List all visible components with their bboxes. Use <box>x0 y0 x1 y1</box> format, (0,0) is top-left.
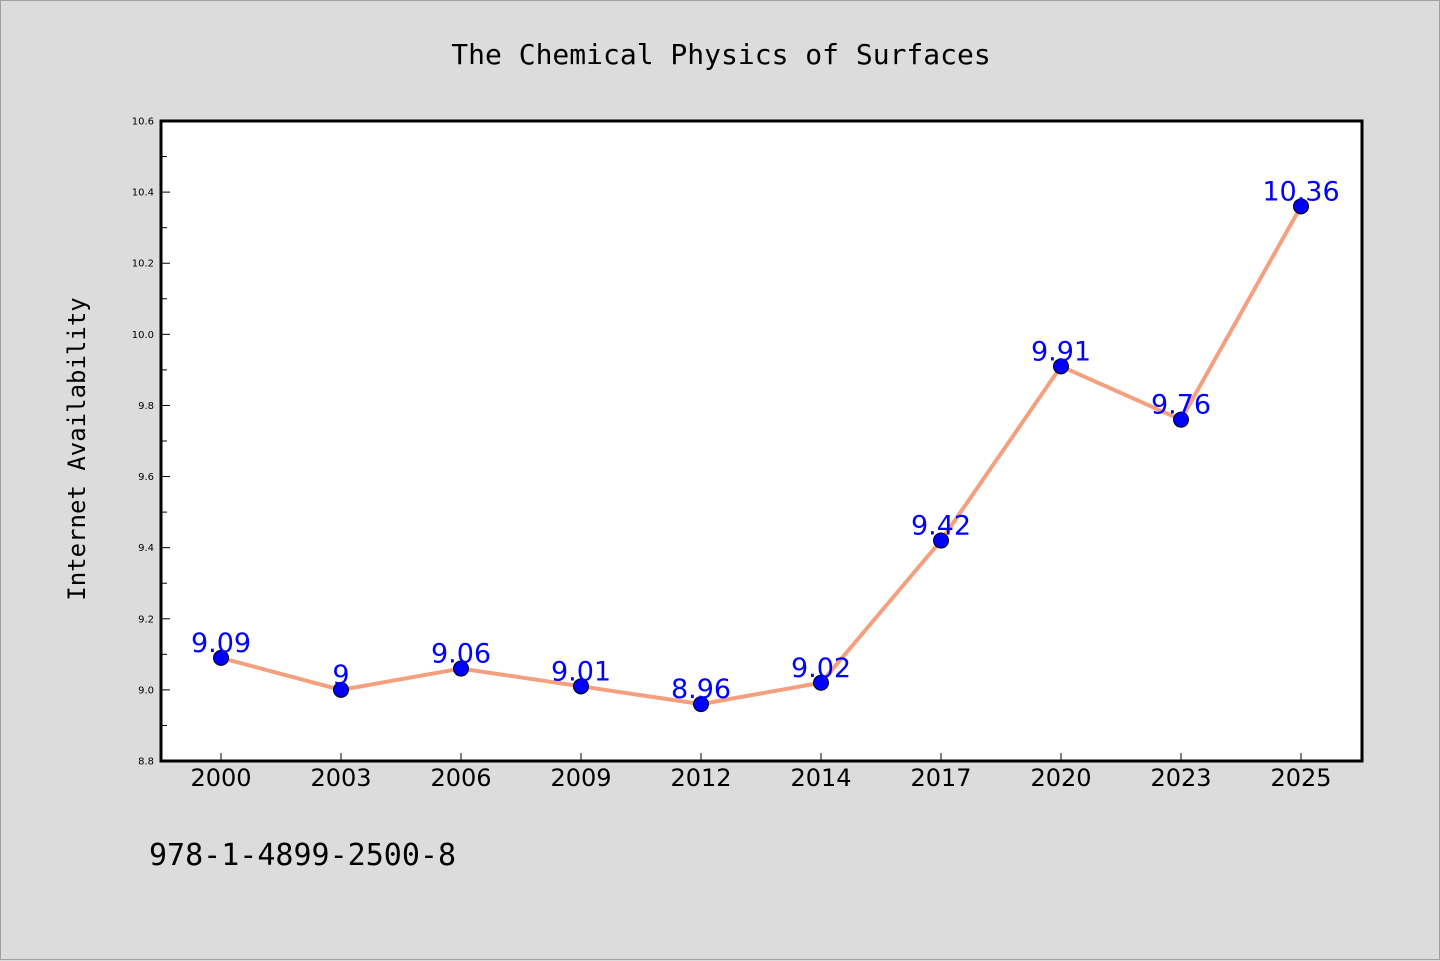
x-tick-label: 2023 <box>1150 764 1211 792</box>
data-label: 9.06 <box>431 639 491 670</box>
y-tick-label: 10.2 <box>132 259 154 270</box>
data-point <box>333 681 349 698</box>
data-label: 9.02 <box>791 653 851 684</box>
x-axis-ticks: 2000 2003 2006 2009 2012 2014 2017 2020 2023 2025 <box>190 753 1332 792</box>
data-label: 9 <box>332 660 349 691</box>
data-point <box>1293 198 1309 215</box>
series-line <box>220 205 1303 707</box>
x-tick-label: 2020 <box>1030 764 1091 792</box>
data-label: 9.09 <box>191 628 251 659</box>
y-tick-label: 9.8 <box>138 401 154 412</box>
y-tick-label: 10.4 <box>132 188 154 199</box>
x-tick-label: 2025 <box>1270 764 1331 792</box>
data-label: 8.96 <box>671 674 731 705</box>
y-tick-label: 9.6 <box>138 472 154 483</box>
y-tick-label: 10.0 <box>132 330 154 341</box>
data-point <box>1053 358 1069 375</box>
isbn-annotation: 978-1-4899-2500-8 <box>149 838 456 873</box>
data-labels: 9.09 9 9.06 9.01 8.96 9.02 9.42 9.91 9.76 10.36 <box>191 176 1340 705</box>
data-point <box>573 678 589 695</box>
y-axis-ticks: 8.8 9.0 9.2 9.4 9.6 9.8 10.0 10.2 10.4 10.6 <box>132 117 170 768</box>
data-label: 9.76 <box>1151 390 1211 421</box>
x-tick-label: 2012 <box>670 764 731 792</box>
data-point <box>453 660 469 677</box>
x-tick-label: 2006 <box>430 764 491 792</box>
y-tick-label: 9.4 <box>138 543 154 554</box>
data-markers <box>213 198 1309 713</box>
x-tick-label: 2017 <box>910 764 971 792</box>
data-point <box>933 532 949 549</box>
x-tick-label: 2000 <box>190 764 251 792</box>
data-point <box>213 649 229 666</box>
y-tick-label: 9.0 <box>138 685 154 696</box>
y-tick-label: 8.8 <box>138 757 154 768</box>
y-tick-label: 10.6 <box>132 117 154 128</box>
data-label: 9.91 <box>1031 336 1091 367</box>
x-tick-label: 2003 <box>310 764 371 792</box>
x-tick-label: 2014 <box>790 764 851 792</box>
data-label: 9.01 <box>551 656 611 687</box>
data-label: 10.36 <box>1262 176 1339 207</box>
data-point <box>813 674 829 691</box>
data-point <box>693 696 709 713</box>
x-tick-label: 2009 <box>550 764 611 792</box>
plot-area <box>159 119 1364 763</box>
y-tick-label: 9.2 <box>138 614 154 625</box>
data-point <box>1173 411 1189 428</box>
y-axis-label: Internet Availability <box>63 297 91 600</box>
chart-title: The Chemical Physics of Surfaces <box>451 38 990 71</box>
data-label: 9.42 <box>911 511 971 542</box>
